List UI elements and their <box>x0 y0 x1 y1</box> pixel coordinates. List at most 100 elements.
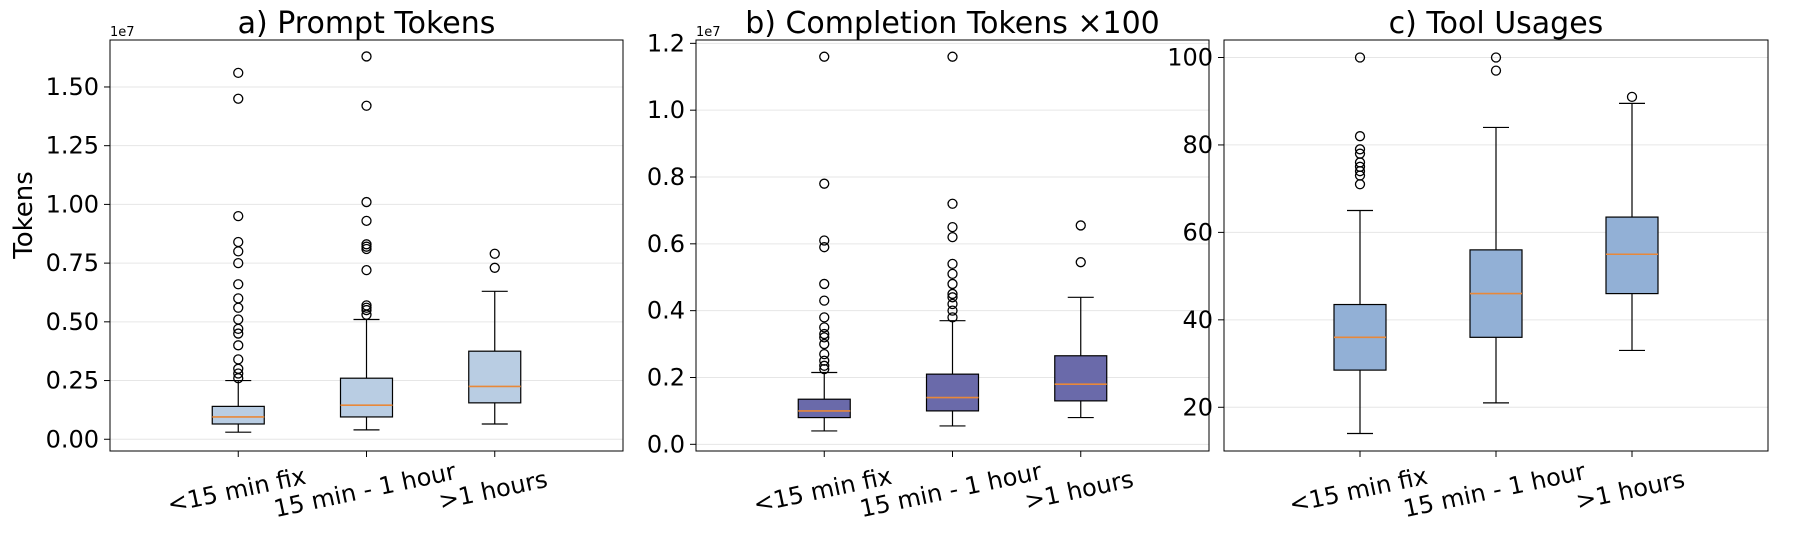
y-tick-label: 0.0 <box>647 430 685 458</box>
axis-multiplier: 1e7 <box>110 25 135 40</box>
outlier-point <box>361 239 372 250</box>
y-tick-label: 40 <box>1182 306 1213 334</box>
outlier-point <box>361 265 372 276</box>
outlier-point <box>233 328 244 339</box>
outlier-point <box>233 354 244 365</box>
outlier-point <box>819 328 830 340</box>
y-tick-label: 0.75 <box>46 249 99 277</box>
outlier-point <box>233 302 244 313</box>
y-tick-label: 1.25 <box>46 132 99 160</box>
outlier-point <box>947 288 958 300</box>
x-tick-label: >1 hours <box>1573 465 1687 515</box>
y-tick-label: 0.00 <box>46 425 99 453</box>
outlier-point <box>1354 131 1366 142</box>
outlier-point <box>1354 148 1366 159</box>
outlier-point <box>819 355 830 366</box>
iqr-box <box>797 398 851 419</box>
outlier-point <box>819 348 830 360</box>
box-3 <box>1054 220 1108 419</box>
outlier-point <box>233 67 244 79</box>
outlier-point <box>233 368 244 379</box>
outlier-point <box>1354 161 1366 172</box>
outlier-point <box>819 51 830 62</box>
outlier-point <box>361 215 372 226</box>
y-tick-label: 0.25 <box>46 367 99 395</box>
outlier-point <box>233 279 244 290</box>
box-3 <box>1605 91 1659 352</box>
outlier-point <box>947 258 958 270</box>
y-axis-label: Tokens <box>9 171 39 260</box>
outlier-point <box>233 93 244 104</box>
outlier-point <box>819 235 830 246</box>
y-tick-label: 0.6 <box>647 230 685 258</box>
panel-title: c) Tool Usages <box>1389 6 1604 41</box>
outlier-point <box>819 178 830 189</box>
outlier-point <box>233 340 244 351</box>
outlier-point <box>1490 52 1502 63</box>
box-1 <box>211 67 265 433</box>
outlier-point <box>1354 144 1366 155</box>
outlier-point <box>233 257 244 269</box>
y-tick-label: 0.50 <box>46 308 99 336</box>
outlier-point <box>1075 220 1086 231</box>
outlier-point <box>947 51 958 62</box>
outlier-point <box>233 246 244 257</box>
outlier-point <box>947 268 958 280</box>
box-2 <box>339 51 394 431</box>
iqr-box <box>339 377 394 418</box>
outlier-point <box>819 242 830 253</box>
outlier-point <box>819 295 830 306</box>
panel-title: a) Prompt Tokens <box>238 6 496 41</box>
y-tick-label: 0.8 <box>647 163 685 191</box>
y-tick-label: 80 <box>1182 131 1213 159</box>
outlier-point <box>361 100 372 111</box>
x-tick-label: 15 min - 1 hour <box>1401 457 1588 523</box>
outlier-point <box>947 292 958 303</box>
outlier-point <box>361 196 372 208</box>
outlier-point <box>819 322 830 333</box>
outlier-point <box>1354 52 1366 63</box>
box-2 <box>925 51 980 427</box>
outlier-point <box>947 305 958 316</box>
iqr-box <box>925 373 980 412</box>
iqr-box <box>1054 355 1108 402</box>
box-2 <box>1469 52 1523 404</box>
outlier-point <box>233 314 244 325</box>
outlier-point <box>819 360 830 371</box>
outlier-point <box>361 51 372 62</box>
outlier-point <box>947 278 958 290</box>
outlier-point <box>819 332 830 343</box>
y-tick-label: 1.2 <box>647 29 685 57</box>
outlier-point <box>233 236 244 248</box>
axis-multiplier: 1e7 <box>696 25 721 40</box>
y-tick-label: 100 <box>1167 43 1213 71</box>
outlier-point <box>1354 179 1366 190</box>
panel-title: b) Completion Tokens ×100 <box>745 6 1160 41</box>
outlier-point <box>1490 65 1502 76</box>
outlier-point <box>947 312 958 323</box>
y-tick-label: 1.0 <box>647 96 685 124</box>
y-tick-label: 60 <box>1182 218 1213 246</box>
y-tick-label: 20 <box>1182 393 1213 421</box>
y-tick-label: 0.2 <box>647 363 685 391</box>
iqr-box <box>1605 216 1659 295</box>
box-1 <box>797 51 851 432</box>
outlier-point <box>819 278 830 290</box>
outlier-point <box>489 262 500 273</box>
outlier-point <box>1626 91 1638 102</box>
outlier-point <box>947 221 958 233</box>
outlier-point <box>1075 257 1086 268</box>
iqr-box <box>211 405 265 425</box>
y-tick-label: 0.4 <box>647 297 685 325</box>
outlier-point <box>947 231 958 243</box>
outlier-point <box>819 338 830 350</box>
y-tick-label: 1.50 <box>46 73 99 101</box>
outlier-point <box>233 293 244 304</box>
outlier-point <box>233 210 244 222</box>
outlier-point <box>819 312 830 323</box>
box-3 <box>468 248 522 425</box>
y-tick-label: 1.00 <box>46 190 99 218</box>
